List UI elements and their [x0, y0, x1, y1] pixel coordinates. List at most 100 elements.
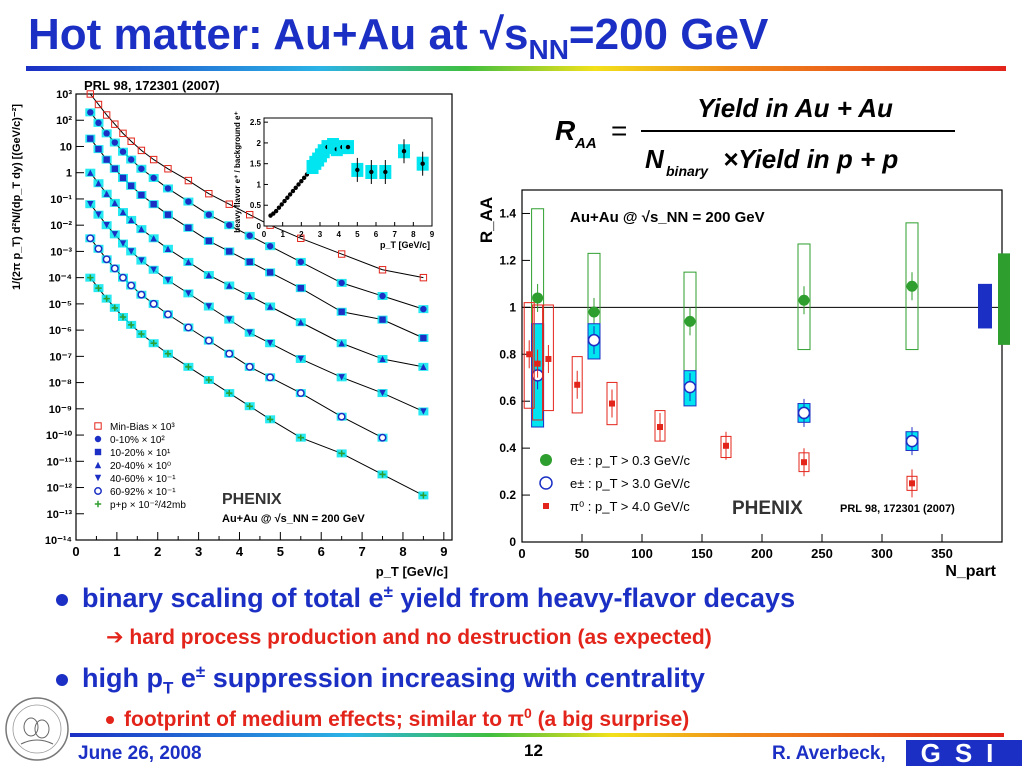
x-tick-label: 100 — [631, 546, 653, 561]
data-point — [297, 234, 305, 242]
y-tick-label: 10⁻⁸ — [49, 378, 72, 390]
data-point — [150, 235, 157, 242]
formula-numerator: Yield in Au + Au — [697, 93, 893, 123]
data-point — [138, 330, 145, 338]
data-point — [150, 200, 157, 208]
data-point — [127, 321, 135, 329]
data-point — [338, 374, 345, 381]
data-point — [204, 336, 213, 345]
fit-curve — [89, 93, 424, 279]
y-tick-label: 0.6 — [499, 394, 516, 408]
legend-label: 40-60% × 10⁻¹ — [110, 474, 176, 485]
data-point — [164, 277, 172, 284]
x-tick-label: 50 — [575, 546, 589, 561]
series-2 — [85, 134, 429, 342]
data-point — [226, 316, 233, 323]
inset-y-tick-label: 1 — [257, 180, 262, 189]
data-point — [205, 303, 213, 310]
inset-x-tick-label: 3 — [318, 230, 323, 239]
data-point — [226, 282, 233, 289]
series-1 — [85, 108, 429, 314]
legend-marker — [543, 503, 549, 509]
data-point — [225, 349, 234, 358]
legend-label: 20-40% × 10⁰ — [110, 461, 171, 472]
normalization-band — [998, 253, 1010, 345]
data-point — [226, 221, 233, 229]
sys-band — [532, 304, 544, 421]
inset-y-tick-label: 1.5 — [250, 160, 262, 169]
raa-chart: 0 50 100 150 200 250 300 350 0 0.2 0.4 0.6 0.8 1 1.2 1.… — [477, 189, 1010, 580]
y-tick-label: 10⁻¹⁰ — [46, 430, 73, 442]
system-label: Au+Au @ √s_NN = 200 GeV — [222, 513, 365, 525]
data-point — [86, 234, 95, 243]
data-point — [297, 319, 304, 326]
data-point — [266, 269, 274, 276]
data-point — [609, 400, 615, 407]
data-point — [103, 221, 110, 229]
data-point — [102, 255, 111, 264]
y-axis-label: R_AA — [477, 197, 496, 243]
slide-title: Hot matter: Au+Au at √sNN=200 GeV — [28, 10, 769, 65]
inset-x-tick-label: 1 — [280, 230, 285, 239]
data-point — [119, 273, 127, 282]
data-point — [246, 232, 253, 239]
legend-marker — [94, 448, 102, 456]
gsi-logo: GSI — [906, 740, 1022, 766]
data-point — [245, 362, 254, 371]
legend-marker — [94, 422, 102, 430]
data-point — [379, 355, 386, 363]
data-point — [420, 305, 427, 313]
inset-point — [383, 169, 388, 175]
data-point — [87, 200, 94, 208]
data-point — [87, 274, 94, 281]
data-point — [205, 376, 213, 384]
data-point — [184, 323, 193, 332]
data-point — [587, 333, 601, 347]
y-tick-label: 1.2 — [499, 253, 516, 267]
x-tick-label: 5 — [277, 544, 284, 559]
data-point — [111, 231, 119, 238]
x-tick-label: 9 — [440, 544, 447, 559]
inset-point — [282, 198, 287, 204]
data-point — [297, 258, 304, 266]
y-tick-label: 10 — [60, 141, 72, 153]
data-point — [184, 176, 193, 185]
data-point — [246, 403, 253, 410]
data-point — [149, 155, 158, 164]
data-point — [379, 471, 386, 478]
data-point — [103, 190, 110, 197]
data-point — [111, 120, 119, 128]
x-tick-label: 250 — [811, 546, 833, 561]
data-point — [138, 191, 145, 199]
sys-band — [523, 302, 535, 409]
inset-x-label: p_T [GeV/c] — [380, 240, 430, 250]
data-point — [164, 310, 172, 319]
bullet-1-sub: ➔ hard process production and no destruc… — [106, 626, 712, 649]
svg-text:GSI: GSI — [921, 740, 1008, 766]
bullet-1: binary scaling of total e± yield from he… — [56, 582, 795, 614]
data-point — [657, 424, 663, 431]
data-point — [137, 290, 146, 299]
formula-den-sub: binary — [666, 163, 709, 179]
formula-lhs-sub: AA — [574, 135, 597, 152]
x-axis-label: p_T [GeV/c] — [376, 564, 448, 579]
y-tick-label: 10⁻¹² — [47, 483, 73, 495]
x-tick-label: 0 — [72, 544, 79, 559]
data-point — [905, 434, 919, 448]
data-point — [87, 169, 94, 176]
series-5 — [85, 234, 388, 442]
legend-marker — [94, 487, 102, 495]
data-point — [150, 266, 157, 273]
data-point — [119, 129, 127, 138]
formula-eq: = — [611, 115, 627, 146]
formula-den-rest: ×Yield in p + p — [723, 144, 898, 174]
experiment-logo: PHENIX — [222, 491, 282, 508]
data-point — [94, 244, 103, 253]
data-point — [205, 271, 213, 279]
data-point — [95, 284, 102, 292]
sys-band — [654, 410, 666, 442]
y-tick-label: 10⁻³ — [50, 246, 72, 258]
data-point — [378, 266, 387, 274]
data-point — [103, 295, 110, 302]
data-point — [338, 279, 345, 287]
